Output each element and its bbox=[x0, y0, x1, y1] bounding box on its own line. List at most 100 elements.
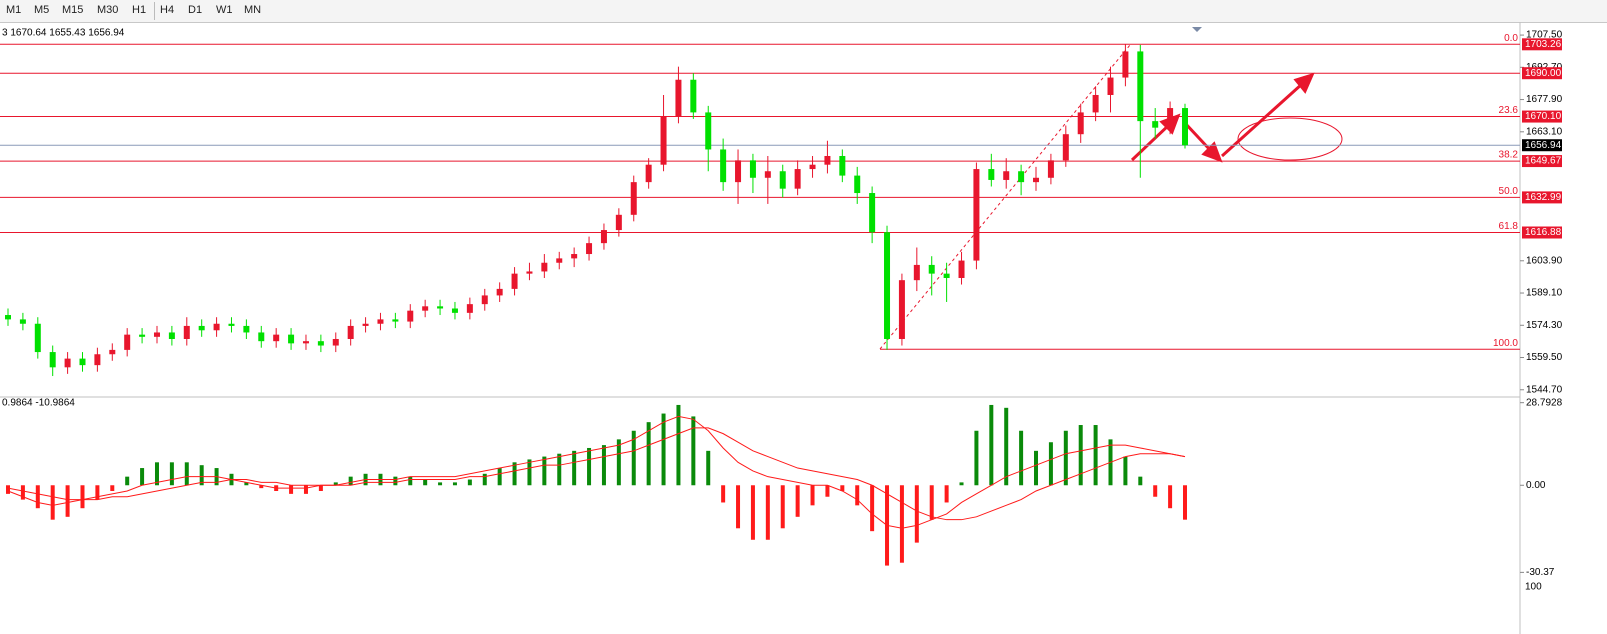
histogram-bar bbox=[333, 482, 338, 486]
candle-body bbox=[422, 306, 429, 311]
candle-body bbox=[854, 175, 861, 194]
candle-body bbox=[1047, 160, 1054, 178]
histogram-bar bbox=[50, 485, 55, 520]
histogram-bar bbox=[974, 430, 979, 486]
annotation-arrows bbox=[1130, 72, 1315, 163]
candle-body bbox=[1182, 108, 1188, 146]
candle-body bbox=[407, 310, 414, 322]
timeframe-button[interactable]: M15 bbox=[62, 4, 84, 16]
candle-body bbox=[511, 273, 518, 289]
histogram-bar bbox=[944, 485, 949, 503]
candle-body bbox=[943, 273, 950, 278]
histogram-bar bbox=[721, 485, 726, 503]
histogram-bar bbox=[587, 447, 592, 486]
candle-body bbox=[973, 169, 980, 261]
timeframe-button[interactable]: M30 bbox=[97, 4, 119, 16]
fib-level-label: 50.0 bbox=[1499, 186, 1519, 197]
candle-body bbox=[288, 334, 295, 344]
price-box-label: 1632.99 bbox=[1525, 192, 1562, 203]
candle-body bbox=[958, 260, 965, 278]
candle-body bbox=[779, 171, 786, 189]
price-box bbox=[1522, 191, 1562, 204]
histogram-bar bbox=[989, 404, 994, 486]
histogram-bar bbox=[95, 485, 100, 500]
timeframe-button[interactable]: M5 bbox=[34, 4, 50, 16]
histogram-bar bbox=[20, 485, 25, 500]
price-box bbox=[1522, 67, 1562, 80]
histogram-bar bbox=[408, 476, 413, 486]
histogram-bar bbox=[542, 456, 547, 486]
histogram-bar bbox=[914, 485, 919, 543]
candle-body bbox=[377, 319, 384, 324]
histogram-bar bbox=[512, 462, 517, 486]
fib-level-label: 61.8 bbox=[1499, 221, 1519, 232]
histogram-bar bbox=[929, 485, 934, 520]
candle-body bbox=[317, 341, 324, 346]
candle-body bbox=[258, 332, 265, 342]
toolbar: M1 M5 M15 M30 H1 H4 D1 W1 MN bbox=[0, 0, 1607, 23]
candle-body bbox=[794, 169, 801, 189]
timeframe-button[interactable]: D1 bbox=[188, 4, 203, 16]
histogram-bar bbox=[631, 430, 636, 486]
price-box bbox=[1522, 38, 1562, 51]
target-ellipse bbox=[1237, 117, 1343, 161]
candle-body bbox=[496, 288, 503, 296]
timeframe-button[interactable]: H1 bbox=[132, 4, 147, 16]
histogram-bar bbox=[691, 416, 696, 486]
histogram-bar bbox=[467, 479, 472, 486]
ohlc-info: 3 1670.64 1655.43 1656.94 bbox=[2, 28, 125, 39]
y-tick-label: 1559.50 bbox=[1526, 352, 1563, 363]
candle-body bbox=[630, 182, 637, 215]
timeframe-button[interactable]: MN bbox=[244, 4, 262, 16]
candle-body bbox=[1152, 121, 1159, 128]
histogram-bar bbox=[899, 485, 904, 563]
price-box-label: 1703.26 bbox=[1525, 39, 1562, 50]
price-box-label: 1656.94 bbox=[1525, 140, 1562, 151]
candle-body bbox=[1077, 112, 1084, 135]
stoch-label: 100 bbox=[1525, 582, 1542, 593]
candle-body bbox=[1003, 171, 1010, 180]
histogram-bar bbox=[303, 485, 308, 494]
histogram-bar bbox=[1183, 485, 1187, 520]
histogram-bar bbox=[169, 462, 174, 486]
histogram-bar bbox=[706, 450, 711, 486]
histogram-bar bbox=[870, 485, 875, 532]
histogram-bar bbox=[646, 422, 651, 486]
candle-body bbox=[1033, 177, 1040, 183]
price-box-label: 1616.88 bbox=[1525, 227, 1562, 238]
fib-level-label: 38.2 bbox=[1499, 150, 1519, 161]
histogram-bar bbox=[80, 485, 85, 509]
candle-body bbox=[49, 352, 56, 368]
histogram-bar bbox=[661, 413, 666, 486]
histogram-bar bbox=[1048, 442, 1053, 486]
candle-body bbox=[720, 149, 727, 183]
histogram-bar bbox=[616, 439, 621, 486]
histogram-bar bbox=[1153, 485, 1158, 497]
candle-body bbox=[451, 308, 458, 313]
candle-body bbox=[615, 214, 622, 231]
candle-body bbox=[988, 169, 995, 180]
y-tick-label: 1544.70 bbox=[1526, 384, 1563, 395]
candle-body bbox=[824, 155, 831, 165]
timeframe-button[interactable]: W1 bbox=[216, 4, 233, 16]
candle-body bbox=[571, 254, 578, 259]
candle-body bbox=[869, 193, 876, 233]
histogram-bar bbox=[1123, 456, 1128, 486]
timeframe-button[interactable]: M1 bbox=[6, 4, 22, 16]
timeframe-button[interactable]: H4 bbox=[160, 4, 175, 16]
histogram-bar bbox=[1093, 425, 1098, 486]
histogram-bar bbox=[1004, 407, 1009, 486]
candle-body bbox=[1092, 94, 1099, 113]
candle-body bbox=[839, 155, 846, 176]
candle-body bbox=[1167, 108, 1174, 128]
candle-body bbox=[79, 358, 86, 366]
histogram-bar bbox=[959, 482, 964, 486]
histogram-bar bbox=[482, 473, 487, 486]
candle-body bbox=[735, 160, 742, 183]
candle-body bbox=[556, 258, 563, 263]
candle-body bbox=[302, 341, 309, 344]
histogram-bar bbox=[676, 404, 681, 486]
candle-body bbox=[526, 271, 533, 274]
candle-body bbox=[675, 79, 682, 117]
candle-body bbox=[109, 349, 116, 355]
